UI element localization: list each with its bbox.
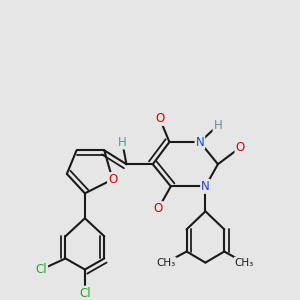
- Text: N: N: [201, 180, 210, 193]
- Text: O: O: [154, 202, 163, 215]
- Text: Cl: Cl: [79, 286, 91, 300]
- Text: Cl: Cl: [35, 263, 47, 276]
- Text: N: N: [196, 136, 204, 148]
- Text: H: H: [118, 136, 127, 148]
- Text: O: O: [108, 173, 117, 186]
- Text: H: H: [214, 119, 222, 132]
- Text: CH₃: CH₃: [235, 258, 254, 268]
- Text: O: O: [155, 112, 164, 125]
- Text: CH₃: CH₃: [156, 258, 176, 268]
- Text: O: O: [236, 141, 245, 154]
